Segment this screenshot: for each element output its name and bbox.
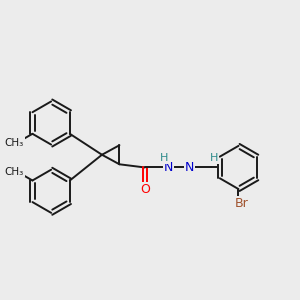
Text: H: H [160,153,169,163]
Text: N: N [184,161,194,174]
Text: Br: Br [235,197,248,210]
Text: CH₃: CH₃ [4,167,24,177]
Text: H: H [209,153,218,163]
Text: O: O [140,183,150,196]
Text: N: N [164,161,173,174]
Text: CH₃: CH₃ [4,138,24,148]
